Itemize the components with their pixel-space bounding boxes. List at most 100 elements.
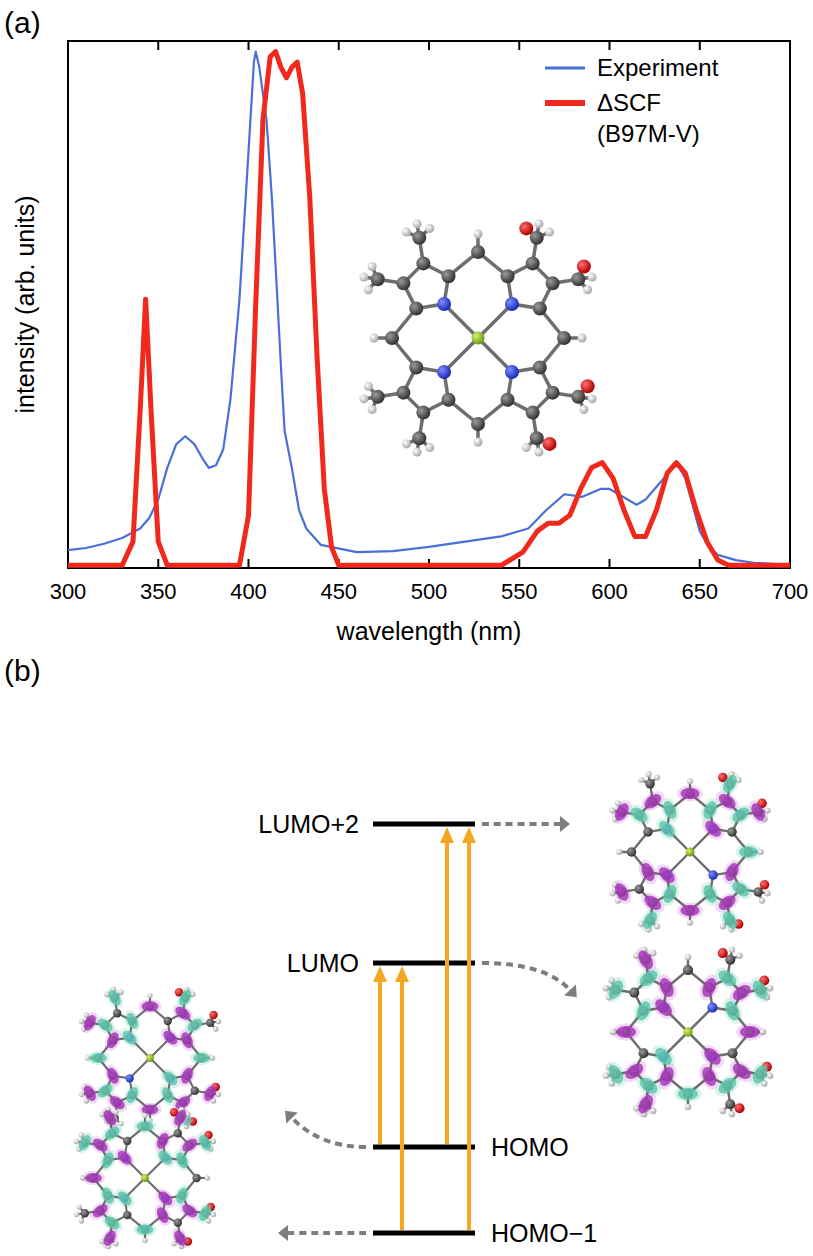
atom xyxy=(727,1048,737,1058)
pointer-arrow xyxy=(292,1118,366,1147)
bond xyxy=(130,1058,150,1078)
x-tick xyxy=(157,41,159,50)
arrow-head xyxy=(462,827,476,843)
orbital-lobe xyxy=(156,1189,175,1208)
atom xyxy=(616,849,622,855)
orbital-lobe xyxy=(174,1186,190,1206)
atom xyxy=(758,849,764,855)
orbital-lobe xyxy=(101,1228,118,1248)
atom xyxy=(402,439,411,448)
atom xyxy=(474,230,483,239)
atom xyxy=(396,276,410,290)
orbital-lobe-halo xyxy=(151,1202,174,1229)
atom xyxy=(501,393,515,407)
bond xyxy=(478,338,512,372)
x-tick xyxy=(699,41,701,50)
orbital-lobe-halo xyxy=(103,984,127,1011)
orbital-lobe-halo xyxy=(636,905,663,936)
orbital-lobe-halo xyxy=(631,944,660,976)
atom xyxy=(627,847,637,857)
level-label: LUMO+2 xyxy=(258,810,359,838)
bond xyxy=(690,852,713,875)
legend-label: ΔSCF(B97M-V) xyxy=(597,89,700,147)
orbital-lobe xyxy=(637,967,660,989)
atom xyxy=(416,256,430,270)
atom xyxy=(603,985,609,991)
atom xyxy=(79,1019,84,1024)
orbital-lobe xyxy=(193,1053,210,1063)
atom xyxy=(645,779,655,789)
level-label: LUMO xyxy=(287,949,359,977)
atom xyxy=(192,1174,200,1182)
atom xyxy=(650,1108,656,1114)
atom xyxy=(474,438,483,447)
atom xyxy=(123,1211,131,1219)
legend-swatch xyxy=(545,100,585,106)
atom xyxy=(638,1048,648,1058)
energy-level xyxy=(373,822,475,827)
atom xyxy=(359,273,368,282)
orbital-lobe-halo xyxy=(612,1023,639,1040)
x-tick-label: 500 xyxy=(411,579,448,604)
x-tick-label: 350 xyxy=(140,579,177,604)
orbital-lobe-halo xyxy=(716,769,743,800)
orbital-lobe xyxy=(716,967,739,989)
atom xyxy=(118,990,123,995)
arrow-head xyxy=(278,1225,288,1241)
pointer-arrow xyxy=(482,963,570,990)
bond xyxy=(444,338,478,372)
atom xyxy=(609,808,615,814)
orbital-lobe xyxy=(701,1045,724,1068)
molecule xyxy=(359,219,596,456)
atom xyxy=(80,1175,85,1180)
atom xyxy=(725,1099,735,1109)
atom xyxy=(734,1103,744,1113)
atom xyxy=(759,898,765,904)
transition-arrow xyxy=(445,841,449,1144)
orbital-lobe xyxy=(102,1124,122,1142)
orbital-lobe-halo xyxy=(601,974,630,1006)
orbital-lobe xyxy=(101,1108,118,1128)
orbital-lobe-halo xyxy=(151,1128,174,1155)
arrow-head xyxy=(373,966,387,982)
atom xyxy=(364,382,373,391)
orbital-lobe xyxy=(730,805,752,826)
molecule xyxy=(609,771,770,932)
orbital-lobe xyxy=(680,905,699,917)
atom xyxy=(609,890,615,896)
atom xyxy=(533,301,547,315)
orbital-lobe xyxy=(95,1082,115,1100)
atom xyxy=(147,993,152,998)
atom xyxy=(708,870,718,880)
x-axis-label: wavelength (nm) xyxy=(336,617,522,645)
orbital-lobe-halo xyxy=(168,1225,192,1252)
orbital-lobe xyxy=(115,1148,134,1167)
orbital-lobe-halo xyxy=(168,1104,192,1131)
orbital-lobe xyxy=(635,1092,656,1116)
atom xyxy=(425,224,434,233)
orbital-lobe xyxy=(639,861,658,883)
atom xyxy=(368,405,377,414)
orbital-lobe xyxy=(120,1028,139,1047)
atom xyxy=(409,301,423,315)
pointer-arrow xyxy=(288,1231,366,1235)
atom xyxy=(412,231,426,245)
atom xyxy=(578,334,587,343)
orbital-lobe xyxy=(699,1065,719,1088)
x-tick-label: 550 xyxy=(501,579,538,604)
molecule xyxy=(74,1107,216,1249)
plot-frame xyxy=(68,41,790,568)
orbital-lobe xyxy=(623,1060,646,1082)
orbital-lobe xyxy=(730,982,753,1004)
atom xyxy=(718,948,728,958)
orbital-lobe xyxy=(95,1016,115,1034)
atom xyxy=(725,955,735,965)
atom xyxy=(687,778,693,784)
atom xyxy=(534,219,543,228)
orbital-lobe xyxy=(161,1028,180,1047)
atom xyxy=(364,285,373,294)
orbital-lobe xyxy=(179,1066,195,1086)
atom xyxy=(720,923,726,929)
x-tick xyxy=(338,41,340,50)
orbital-lobe xyxy=(657,1065,677,1088)
